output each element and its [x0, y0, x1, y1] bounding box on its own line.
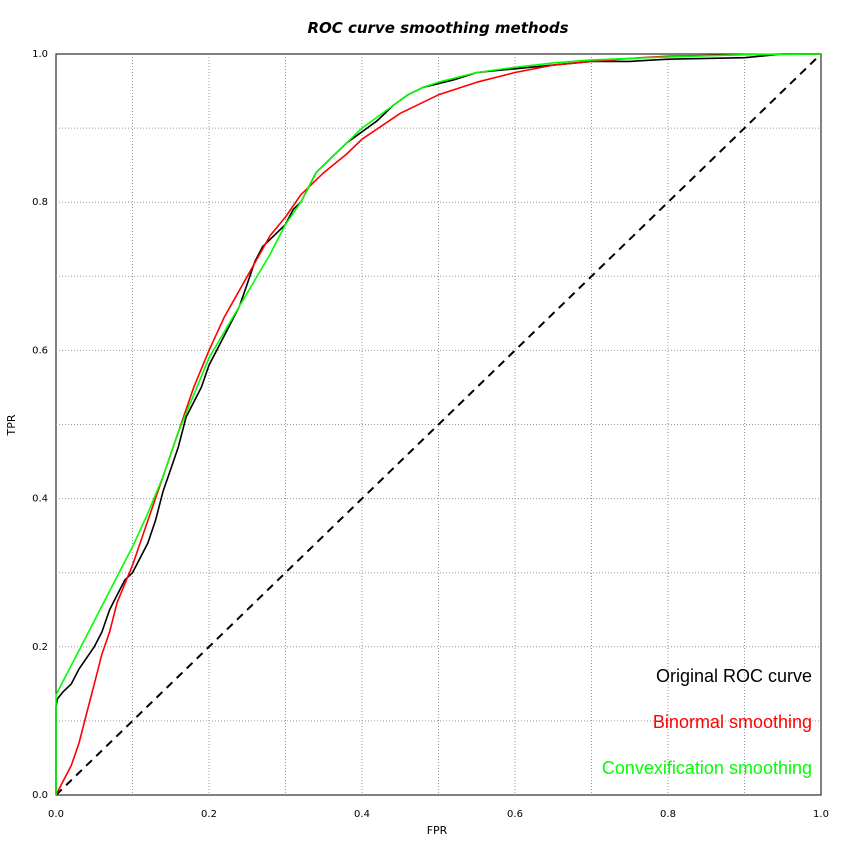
y-tick-label: 0.0: [32, 790, 48, 801]
ticks: 0.0 0.2 0.4 0.6 0.8 1.0 0.0 0.2 0.4 0.6 0.8 1.0: [32, 49, 829, 820]
legend-entry: Original ROC curve: [656, 666, 812, 686]
x-tick-label: 0.0: [48, 809, 64, 820]
x-tick-label: 0.6: [507, 809, 523, 820]
x-tick-label: 0.8: [660, 809, 676, 820]
x-tick-label: 0.4: [354, 809, 370, 820]
x-tick-label: 1.0: [813, 809, 829, 820]
series-lines: [55, 53, 822, 796]
chart-title: ROC curve smoothing methods: [307, 19, 568, 37]
y-tick-label: 1.0: [32, 49, 48, 60]
series-line-convexification-smoothing: [55, 53, 822, 795]
x-axis-label: FPR: [427, 824, 448, 837]
y-tick-label: 0.2: [32, 642, 48, 653]
series-line-binormal-smoothing: [55, 53, 821, 796]
y-tick-label: 0.6: [32, 345, 48, 356]
y-tick-label: 0.4: [32, 494, 48, 505]
legend-entry: Convexification smoothing: [602, 758, 812, 778]
grid: [56, 54, 821, 795]
legend-entry: Binormal smoothing: [653, 712, 812, 732]
x-tick-label: 0.2: [201, 809, 217, 820]
series-line-chance-diagonal: [55, 53, 822, 796]
legend: Original ROC curve Binormal smoothing Conv…: [602, 666, 812, 778]
y-tick-label: 0.8: [32, 197, 48, 208]
y-axis-label: TPR: [5, 414, 18, 436]
